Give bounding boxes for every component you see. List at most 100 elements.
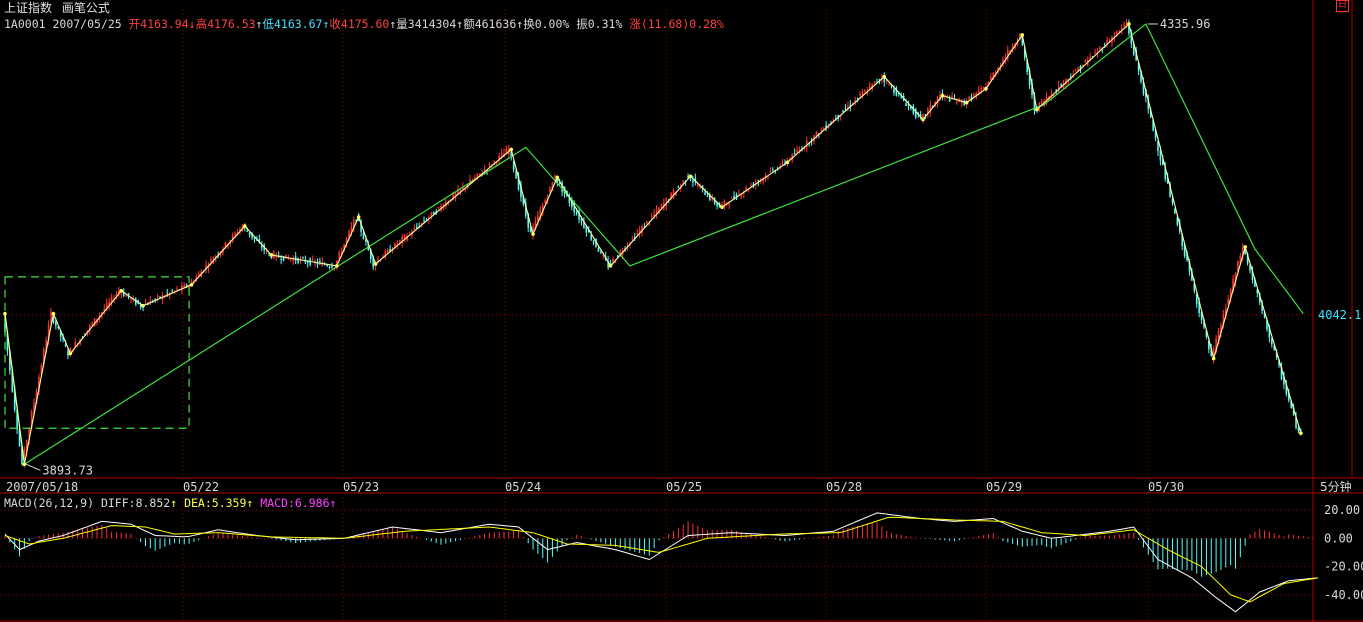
pivot-dot bbox=[356, 215, 361, 219]
candle-body bbox=[1166, 177, 1169, 184]
candle-body bbox=[517, 175, 520, 190]
candle-body bbox=[1241, 247, 1244, 258]
candle-body bbox=[1132, 43, 1135, 55]
candle-body bbox=[287, 257, 290, 260]
candle-body bbox=[183, 284, 186, 289]
central-zone-box bbox=[4, 276, 190, 429]
candle-body bbox=[713, 198, 716, 204]
macd-y-tick-label: 20.00 bbox=[1324, 503, 1360, 517]
macd-indicator-name[interactable]: MACD(26,12,9) bbox=[4, 496, 95, 510]
candle-body bbox=[125, 295, 127, 297]
candle-body bbox=[1084, 60, 1087, 63]
candle-body bbox=[401, 236, 404, 243]
candle-body bbox=[1191, 271, 1193, 281]
candle-body bbox=[617, 255, 619, 258]
candle-body bbox=[849, 104, 852, 107]
low-value: 4163.67 bbox=[273, 17, 323, 31]
candle-body bbox=[1220, 324, 1222, 333]
candle-body bbox=[716, 202, 718, 207]
candle-body bbox=[1239, 255, 1242, 265]
candle-body bbox=[825, 125, 827, 129]
candle-body bbox=[963, 101, 965, 106]
candle-body bbox=[970, 96, 973, 101]
candle-body bbox=[340, 251, 343, 255]
candle-body bbox=[919, 114, 922, 118]
candle-body bbox=[987, 81, 990, 87]
candle-body bbox=[55, 321, 57, 326]
candle-body bbox=[677, 186, 680, 188]
candle-body bbox=[929, 105, 932, 113]
formula-label[interactable]: 画笔公式 bbox=[61, 1, 110, 15]
candle-body bbox=[936, 97, 939, 104]
candle-body bbox=[602, 255, 605, 257]
pivot-dot bbox=[1035, 107, 1039, 112]
candle-body bbox=[1290, 400, 1292, 409]
candle-body bbox=[805, 140, 808, 148]
candle-body bbox=[951, 96, 953, 98]
candle-body bbox=[258, 239, 261, 243]
candle-body bbox=[403, 234, 406, 239]
candle-body bbox=[328, 266, 331, 268]
candle-body bbox=[1149, 110, 1152, 118]
candle-body bbox=[842, 110, 844, 112]
arrow-up-icon: ↑ bbox=[170, 496, 178, 510]
candle-body bbox=[118, 291, 120, 294]
candle-body bbox=[1254, 279, 1256, 287]
candle-body bbox=[62, 336, 64, 340]
candle-body bbox=[641, 226, 643, 234]
candle-body bbox=[1246, 253, 1249, 264]
candle-body bbox=[1186, 252, 1188, 261]
candle-body bbox=[1261, 302, 1263, 311]
candle-body bbox=[306, 261, 309, 263]
period-label[interactable]: 5分钟 bbox=[1320, 479, 1352, 494]
candle-body bbox=[338, 252, 341, 259]
candle-body bbox=[580, 218, 583, 222]
candle-body bbox=[1273, 345, 1276, 351]
candle-body bbox=[389, 248, 391, 253]
candle-body bbox=[924, 114, 927, 116]
restore-window-icon[interactable]: 日 bbox=[1336, 0, 1349, 12]
candle-body bbox=[815, 131, 818, 136]
candle-body bbox=[52, 313, 55, 323]
pivot-dot bbox=[119, 289, 124, 293]
candle-body bbox=[796, 149, 798, 153]
candle-body bbox=[820, 129, 823, 131]
candle-body bbox=[527, 213, 529, 228]
candle-body bbox=[459, 189, 462, 192]
candle-body bbox=[704, 192, 706, 195]
candle-body bbox=[1162, 159, 1164, 166]
candle-body bbox=[108, 301, 110, 306]
candle-body bbox=[285, 254, 287, 259]
candle-body bbox=[1154, 129, 1157, 139]
candle-body bbox=[483, 169, 486, 171]
candle-body bbox=[859, 93, 861, 96]
candle-body bbox=[537, 215, 539, 221]
candle-body bbox=[377, 259, 379, 262]
candle-body bbox=[595, 238, 597, 248]
candle-body bbox=[699, 186, 701, 189]
candle-body bbox=[13, 387, 16, 410]
candle-body bbox=[905, 103, 907, 107]
candle-body bbox=[1135, 49, 1137, 61]
dea-line bbox=[4, 516, 1318, 603]
candle-body bbox=[844, 108, 847, 110]
candle-body bbox=[173, 290, 176, 292]
candle-body bbox=[696, 185, 699, 187]
price-label-current: 4042.1 bbox=[1318, 308, 1361, 322]
pivot-dot bbox=[921, 117, 925, 122]
candle-body bbox=[469, 179, 471, 185]
candle-body bbox=[1040, 101, 1043, 104]
amplitude-label: 振 bbox=[576, 17, 588, 31]
candle-body bbox=[1169, 183, 1171, 198]
arrow-up-icon: ↑ bbox=[329, 496, 337, 510]
pivot-dot bbox=[531, 232, 535, 236]
candle-body bbox=[745, 187, 747, 192]
candle-body bbox=[653, 213, 655, 217]
candle-body bbox=[1225, 308, 1227, 317]
candle-body bbox=[587, 229, 590, 233]
candle-body bbox=[1123, 25, 1125, 27]
candle-body bbox=[910, 105, 912, 109]
candle-body bbox=[1271, 338, 1273, 345]
candle-body bbox=[353, 220, 355, 229]
